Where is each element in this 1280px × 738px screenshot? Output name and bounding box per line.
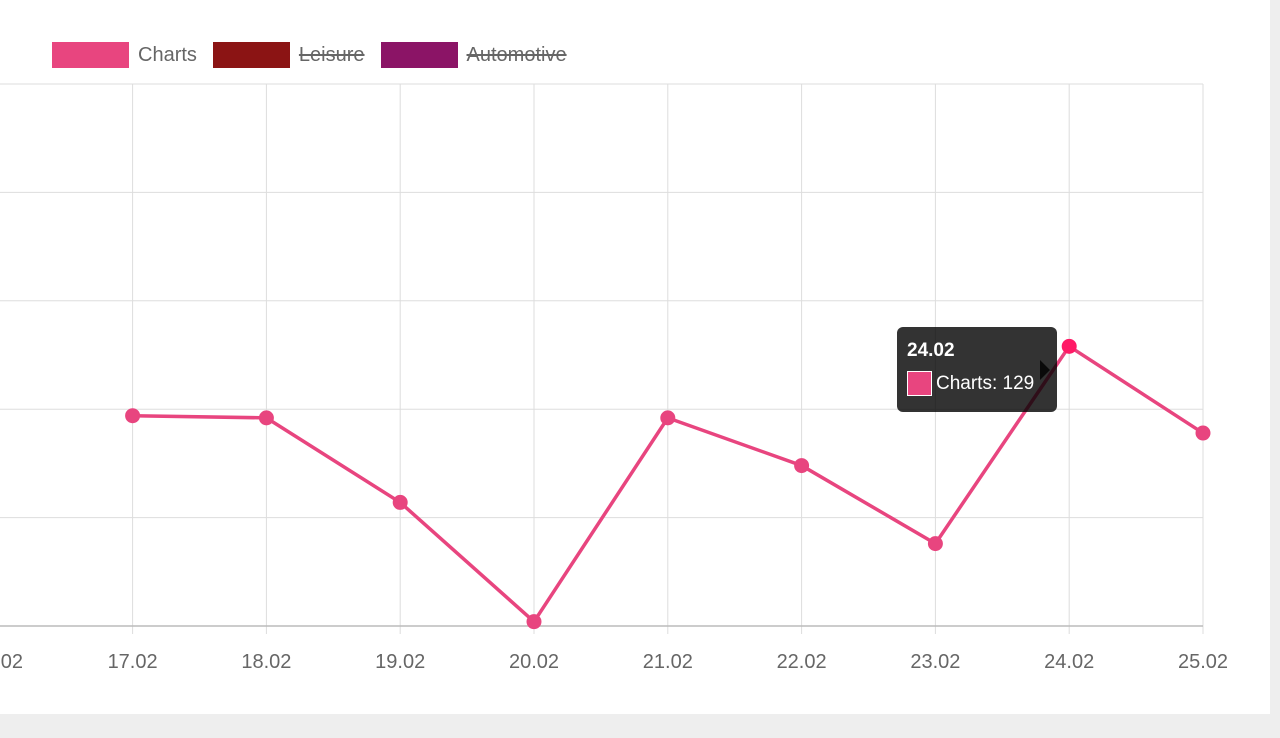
x-tick-label: 24.02 <box>1044 651 1094 673</box>
data-point <box>392 494 408 510</box>
data-point <box>526 614 542 630</box>
data-point <box>927 536 943 552</box>
tooltip-row: Charts: 129 <box>907 371 1047 396</box>
x-tick-label: 22.02 <box>777 651 827 673</box>
x-tick-label: 19.02 <box>375 651 425 673</box>
chart-tooltip: 24.02 Charts: 129 <box>897 327 1057 412</box>
line-chart: 02 17.02 18.02 19.02 20.02 21.02 22.02 23.02 24.… <box>0 83 1228 673</box>
legend-label-automotive: Automotive <box>466 43 567 66</box>
chart-card <box>0 0 1270 714</box>
legend-label-charts: Charts <box>138 43 197 66</box>
data-point <box>258 410 274 426</box>
data-point <box>794 458 810 474</box>
tooltip-text: Charts: 129 <box>936 372 1035 394</box>
x-tick-label: 17.02 <box>108 651 158 673</box>
x-tick-label: 21.02 <box>643 651 693 673</box>
tooltip-title: 24.02 <box>907 340 955 361</box>
tooltip-swatch <box>907 371 932 396</box>
x-tick-label: 23.02 <box>910 651 960 673</box>
x-tick-label: 25.02 <box>1178 651 1228 673</box>
x-tick-label: 02 <box>1 651 23 673</box>
x-tick-label: 18.02 <box>241 651 291 673</box>
legend-swatch-charts <box>52 42 129 68</box>
legend-item-leisure[interactable]: Leisure <box>212 42 365 68</box>
x-axis-ticks: 02 17.02 18.02 19.02 20.02 21.02 22.02 23.02 24.… <box>1 651 1228 673</box>
legend-item-automotive[interactable]: Automotive <box>380 42 567 68</box>
legend-swatch-automotive <box>380 42 458 68</box>
x-tick-label: 20.02 <box>509 651 559 673</box>
chart-grid <box>0 83 1204 634</box>
legend-label-leisure: Leisure <box>298 43 365 66</box>
legend-item-charts[interactable]: Charts <box>52 42 197 68</box>
data-point <box>660 410 676 426</box>
data-point <box>1195 425 1211 441</box>
legend-swatch-leisure <box>212 42 290 68</box>
data-point <box>125 408 141 424</box>
chart-series <box>125 338 1211 630</box>
data-point <box>1061 338 1077 354</box>
chart-legend: Charts Leisure Automotive <box>52 42 583 68</box>
